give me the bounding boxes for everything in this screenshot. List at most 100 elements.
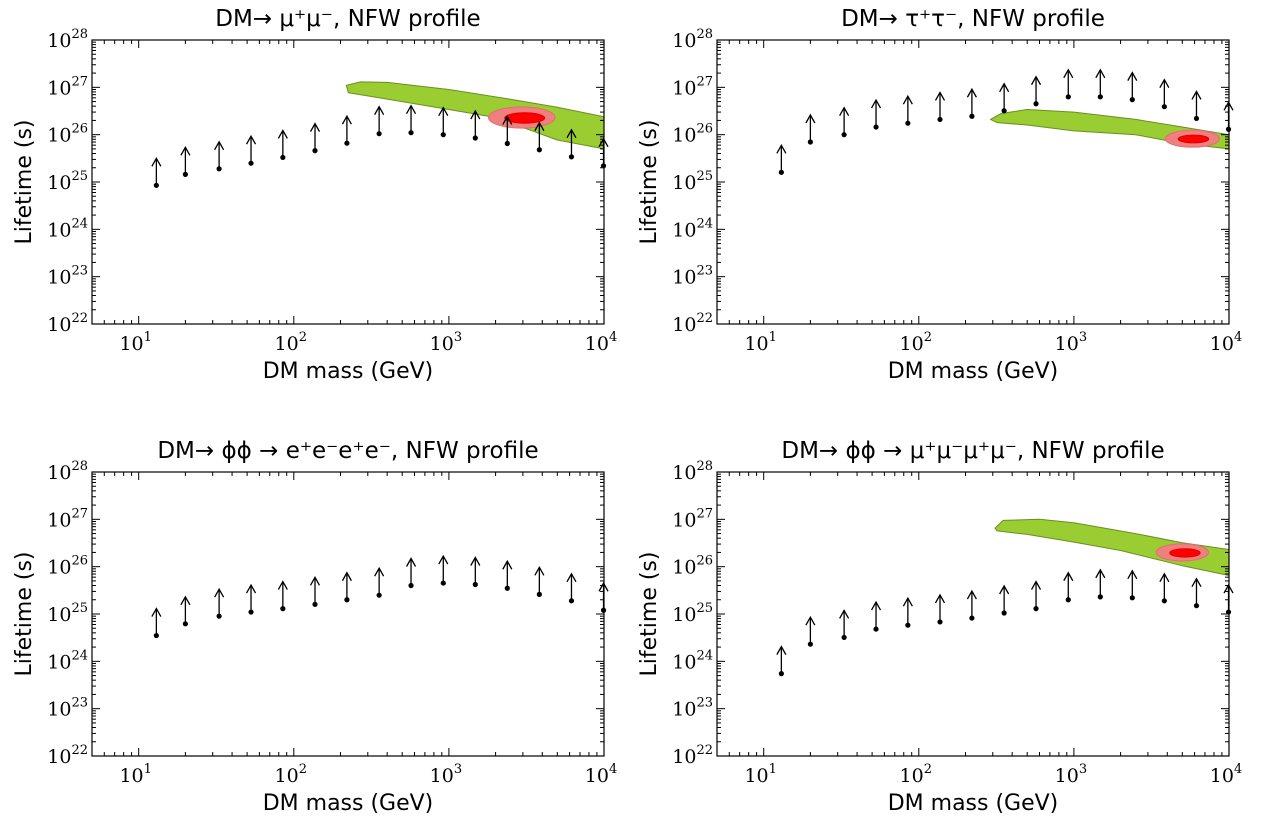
limit-point — [504, 140, 510, 147]
lower-limit-marker — [470, 556, 481, 588]
limit-point — [873, 124, 879, 130]
x-tick-label: 104 — [585, 330, 617, 355]
limit-point — [216, 613, 222, 619]
lower-limit-marker — [1030, 75, 1042, 107]
x-tick-label: 103 — [1055, 330, 1087, 355]
lower-limit-marker — [180, 595, 191, 627]
x-tick-label: 104 — [1210, 762, 1242, 787]
limit-arrow-head — [214, 140, 225, 151]
lower-limit-marker — [934, 593, 946, 625]
x-tick-label: 103 — [1055, 762, 1087, 787]
limit-point — [905, 622, 911, 628]
plot-frame — [716, 39, 1230, 325]
lower-limit-marker — [1127, 569, 1138, 601]
confidence-region-inner — [504, 112, 546, 124]
x-axis-label: DM mass (GeV) — [888, 359, 1059, 384]
limit-arrow-head — [776, 645, 787, 655]
lower-limit-marker — [1127, 71, 1138, 103]
tick-labels: 101 102 103 104 1022 1023 1024 1025 1026 1027 1028 — [47, 459, 617, 787]
limit-arrow-head — [966, 87, 977, 98]
limit-point — [248, 609, 254, 615]
plot-frame — [716, 471, 1230, 757]
limit-arrow-head — [999, 584, 1010, 595]
x-tick-label: 101 — [119, 762, 151, 787]
limit-arrow-head — [1127, 569, 1138, 580]
limit-point — [536, 591, 542, 597]
limit-point — [376, 592, 382, 598]
y-tick-label: 1028 — [672, 459, 713, 484]
limit-arrow-head — [470, 556, 481, 566]
limit-arrow-head — [502, 559, 513, 570]
favored-region-band — [994, 518, 1229, 576]
limit-arrow-head — [1095, 68, 1106, 79]
limit-point — [408, 582, 414, 589]
limit-point — [536, 147, 542, 153]
limit-point — [440, 580, 446, 586]
x-tick-label: 104 — [585, 762, 617, 787]
lower-limit-marker — [470, 109, 481, 141]
lower-limit-marker — [966, 87, 977, 119]
limit-point — [1161, 598, 1167, 604]
y-tick-label: 1027 — [672, 506, 713, 531]
lower-limit-marker — [805, 615, 816, 647]
limit-arrow-head — [151, 607, 162, 617]
lower-limit-marker — [1095, 68, 1106, 100]
x-tick-label: 102 — [900, 330, 932, 355]
lower-limit-marker — [566, 572, 577, 604]
limit-arrow-head — [902, 94, 913, 105]
limit-point — [873, 626, 879, 632]
y-tick-label: 1023 — [47, 264, 88, 289]
limit-arrow-head — [309, 576, 321, 586]
y-tick-label: 1028 — [672, 27, 713, 52]
x-tick-label: 101 — [119, 330, 151, 355]
y-axis-label: Lifetime (s) — [12, 120, 37, 245]
limit-point — [1193, 115, 1200, 122]
lower-limit-marker — [776, 645, 787, 677]
confidence-regions — [990, 109, 1229, 150]
limit-arrow-head — [1127, 71, 1138, 81]
limit-point — [312, 601, 318, 607]
axis-ticks — [716, 39, 1230, 325]
lower-limit-marker — [374, 105, 385, 137]
limit-arrow-head — [1159, 572, 1170, 583]
limit-point — [807, 641, 813, 647]
limit-point — [905, 120, 911, 126]
limit-point — [408, 130, 414, 136]
axis-ticks — [716, 471, 1230, 757]
lower-limit-marker — [805, 113, 816, 145]
limit-arrow-head — [374, 105, 385, 115]
lower-limit-marker — [341, 114, 352, 146]
lower-limit-marker — [1191, 577, 1202, 609]
x-tick-label: 102 — [275, 330, 307, 355]
limit-arrow-head — [438, 554, 449, 565]
limit-point — [841, 634, 847, 641]
lower-limit-marker — [438, 554, 449, 586]
limit-point — [1033, 101, 1039, 107]
lower-limit-marker — [438, 106, 449, 138]
limit-arrow-head — [1030, 75, 1042, 86]
limit-point — [1161, 104, 1167, 110]
limit-arrow-head — [277, 580, 288, 590]
lower-limit-marker — [245, 583, 257, 615]
limit-arrow-head — [776, 144, 787, 154]
y-tick-label: 1023 — [672, 696, 713, 721]
lower-limit-marker — [1159, 572, 1170, 604]
lower-limit-marker — [776, 144, 787, 175]
lower-limit-marker — [1191, 90, 1202, 122]
limit-arrow-head — [277, 129, 288, 139]
lower-limit-marker — [151, 157, 162, 188]
lower-limit-marker — [374, 566, 385, 598]
lower-limit-points — [151, 554, 609, 639]
x-axis-label: DM mass (GeV) — [888, 791, 1059, 816]
x-tick-label: 103 — [430, 762, 462, 787]
limit-arrow-head — [245, 583, 257, 594]
lower-limit-marker — [180, 146, 191, 177]
x-tick-label: 102 — [900, 762, 932, 787]
limit-arrow-head — [309, 122, 321, 132]
limit-arrow-head — [966, 589, 977, 600]
y-tick-label: 1028 — [47, 27, 88, 52]
lower-limit-marker — [1063, 68, 1074, 100]
confidence-regions — [994, 518, 1229, 576]
lower-limit-marker — [1063, 571, 1074, 603]
limit-point — [807, 139, 813, 145]
